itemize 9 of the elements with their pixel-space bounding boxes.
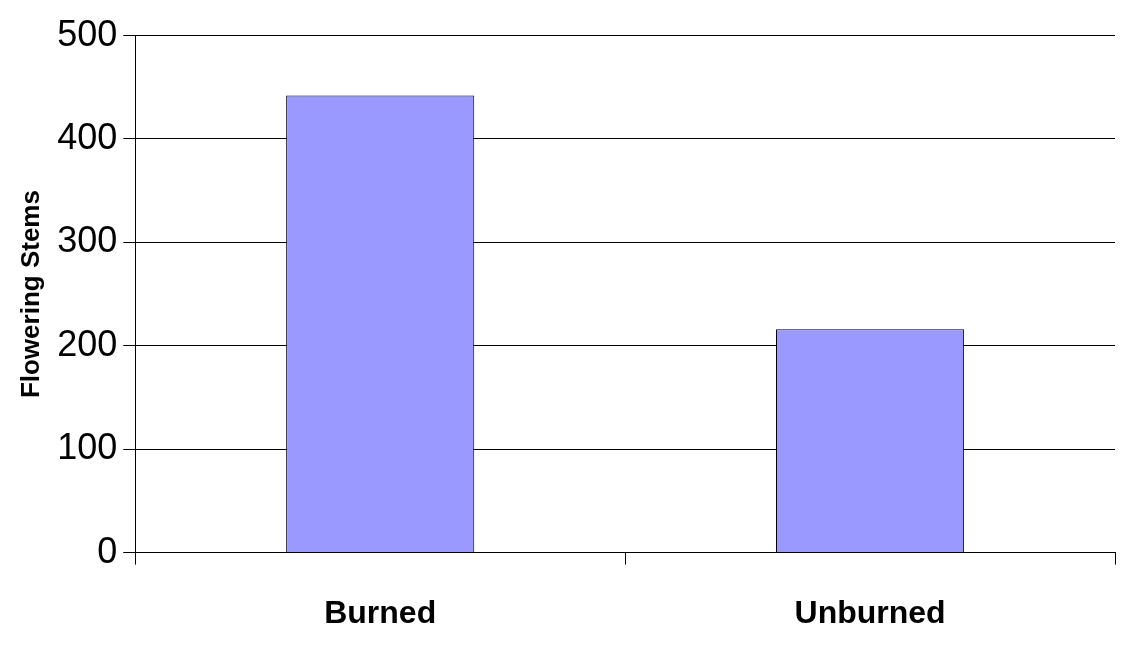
y-tick-label: 0: [97, 529, 118, 571]
y-tick-label: 500: [57, 12, 118, 54]
y-tick-label: 300: [57, 219, 118, 261]
x-tick-label: Unburned: [794, 593, 946, 630]
x-tick-label: Burned: [324, 593, 437, 630]
y-tick-label: 400: [57, 115, 118, 157]
y-tick-label: 100: [57, 426, 118, 468]
y-axis-title: Flowering Stems: [14, 190, 45, 399]
y-tick-label: 200: [57, 322, 118, 364]
